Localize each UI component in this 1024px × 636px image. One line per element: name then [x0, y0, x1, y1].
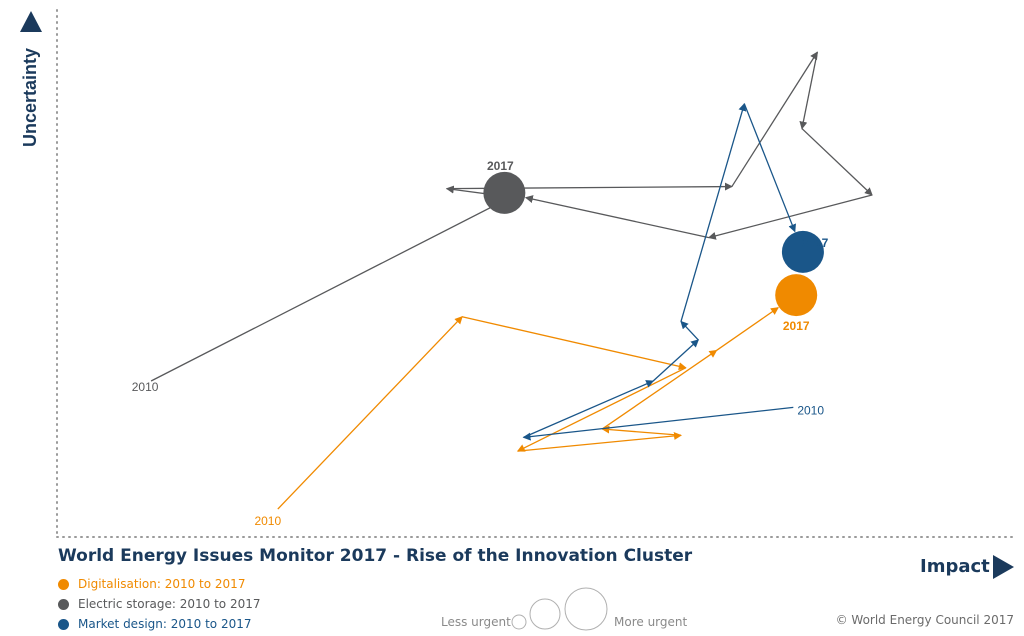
- y-axis-arrow-icon: [20, 11, 42, 32]
- digitalisation-segment: [601, 425, 682, 436]
- digitalisation-segment: [461, 316, 687, 371]
- legend-dot-icon: [58, 618, 69, 630]
- electric-storage-segment: [707, 194, 873, 240]
- electric-storage-segment: [524, 195, 709, 239]
- legend-dot-icon: [58, 598, 69, 610]
- digitalisation-segment: [601, 349, 718, 430]
- series-electric-storage: 2010 2017: [132, 51, 873, 394]
- market-design-end-label: 2017: [802, 236, 829, 250]
- size-legend-small: [511, 614, 527, 630]
- legend-item-market-design: Market design: 2010 to 2017: [58, 614, 260, 634]
- y-axis-label: Uncertainty: [20, 48, 40, 147]
- market-design-segment: [743, 103, 796, 233]
- digitalisation-segment: [716, 307, 779, 351]
- series-market-design: 2010 2017: [522, 102, 829, 441]
- copyright: © World Energy Council 2017: [835, 613, 1014, 627]
- market-design-segment: [680, 102, 747, 322]
- market-design-start-label: 2010: [797, 403, 824, 417]
- electric-storage-segment: [731, 51, 818, 187]
- series-layer: 2010 2017 2010 2017 2010 2017: [132, 51, 873, 528]
- electric-storage-segment: [801, 128, 873, 196]
- legend-label: Digitalisation: 2010 to 2017: [78, 577, 246, 591]
- market-design-segment: [522, 406, 794, 441]
- electric-storage-start-label: 2010: [132, 380, 159, 394]
- size-legend: [511, 587, 608, 631]
- electric-storage-segment: [150, 196, 512, 382]
- digitalisation-segment: [517, 431, 682, 452]
- series-digitalisation: 2010 2017: [254, 274, 818, 528]
- digitalisation-end-label: 2017: [783, 319, 810, 333]
- chart-title: World Energy Issues Monitor 2017 - Rise …: [58, 546, 693, 566]
- electric-storage-segment: [799, 52, 818, 130]
- market-design-segment: [680, 320, 699, 341]
- x-axis-arrow-icon: [993, 555, 1014, 579]
- digitalisation-end-bubble: [775, 274, 818, 317]
- legend-label: Market design: 2010 to 2017: [78, 617, 252, 631]
- legend: Digitalisation: 2010 to 2017 Electric st…: [58, 574, 260, 634]
- market-design-segment: [523, 380, 655, 438]
- legend-item-digitalisation: Digitalisation: 2010 to 2017: [58, 574, 260, 594]
- size-legend-less-label: Less urgent: [441, 615, 511, 629]
- x-axis-label: Impact: [920, 556, 990, 577]
- size-legend-large: [564, 587, 608, 631]
- size-legend-more-label: More urgent: [614, 615, 688, 629]
- electric-storage-end-label: 2017: [487, 159, 514, 173]
- digitalisation-start-label: 2010: [254, 514, 281, 528]
- digitalisation-segment: [516, 367, 687, 452]
- size-legend-medium: [529, 598, 561, 630]
- electric-storage-end-bubble: [483, 171, 526, 214]
- legend-dot-icon: [58, 578, 69, 590]
- market-design-segment: [652, 339, 700, 382]
- legend-item-electric-storage: Electric storage: 2010 to 2017: [58, 594, 260, 614]
- digitalisation-segment: [277, 315, 463, 510]
- market-design-end-bubble: [781, 230, 824, 273]
- legend-label: Electric storage: 2010 to 2017: [78, 597, 261, 611]
